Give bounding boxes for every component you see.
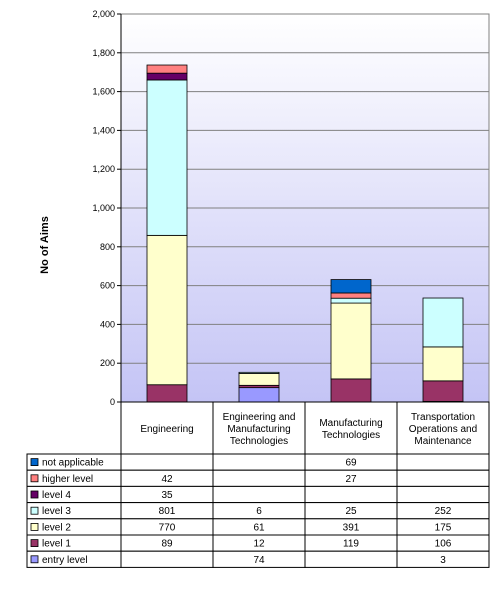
legend-label: entry level	[42, 555, 88, 566]
table-cell	[120, 453, 214, 471]
data-label: 27	[345, 474, 357, 485]
y-tick-label: 400	[100, 319, 115, 329]
category-label: Engineering and	[223, 412, 296, 423]
category-label: Technologies	[230, 436, 288, 447]
y-tick-label: 2,000	[92, 9, 115, 19]
y-tick-label: 1,400	[92, 125, 115, 135]
y-tick-label: 1,200	[92, 164, 115, 174]
table-cell	[396, 469, 490, 487]
legend-swatch	[30, 490, 39, 499]
y-tick-label: 0	[110, 397, 115, 407]
data-label: 69	[345, 458, 357, 469]
legend-swatch	[30, 458, 39, 467]
y-axis-label: No of Aims	[39, 216, 51, 274]
table-cell	[304, 550, 398, 568]
legend-swatch	[30, 506, 39, 515]
bar-segment	[422, 346, 464, 382]
legend-label: level 4	[42, 490, 71, 501]
legend-label: level 3	[42, 506, 71, 517]
legend-swatch	[30, 555, 39, 564]
data-label: 35	[161, 490, 173, 501]
bar-segment	[330, 279, 372, 294]
bar-segment	[238, 387, 280, 403]
table-cell	[212, 469, 306, 487]
legend-label: not applicable	[42, 458, 104, 469]
category-header-cell	[120, 401, 214, 455]
category-label: Manufacturing	[227, 424, 290, 435]
bar-segment	[238, 373, 280, 386]
bar-segment	[422, 380, 464, 402]
category-label: Operations and	[409, 424, 477, 435]
category-label: Technologies	[322, 430, 380, 441]
y-tick-label: 1,600	[92, 87, 115, 97]
data-label: 106	[435, 539, 452, 550]
data-label: 61	[253, 522, 265, 533]
table-cell	[396, 550, 490, 568]
bar-segment	[238, 371, 280, 374]
bar-segment	[330, 297, 372, 304]
bar-segment	[422, 297, 464, 348]
y-tick-label: 600	[100, 281, 115, 291]
y-tick-label: 200	[100, 358, 115, 368]
legend-label: level 2	[42, 522, 71, 533]
data-label: 6	[256, 506, 262, 517]
data-label: 3	[440, 555, 446, 566]
bar-segment	[330, 302, 372, 380]
data-label: 175	[435, 522, 452, 533]
category-label: Manufacturing	[319, 418, 382, 429]
table-cell	[120, 550, 214, 568]
legend-swatch	[30, 523, 39, 531]
y-tick-label: 1,000	[92, 203, 115, 213]
table-cell	[212, 485, 306, 504]
legend-label: level 1	[42, 539, 71, 550]
table-cell	[304, 485, 398, 504]
data-label: 119	[343, 539, 359, 550]
category-label: Transportation	[411, 412, 475, 423]
y-tick-label: 800	[100, 242, 115, 252]
data-label: 74	[253, 555, 265, 566]
legend-label: higher level	[42, 474, 93, 485]
legend-swatch	[30, 474, 39, 483]
data-label: 12	[253, 539, 265, 550]
data-label: 252	[435, 506, 452, 517]
data-label: 25	[345, 506, 357, 517]
category-label: Engineering	[140, 424, 193, 435]
bar-segment	[330, 378, 372, 403]
bar-segment	[146, 64, 188, 74]
bar-segment	[146, 72, 188, 81]
data-label: 770	[159, 522, 176, 533]
bar-segment	[146, 79, 188, 236]
category-label: Maintenance	[414, 436, 472, 447]
bar-segment	[146, 234, 188, 386]
data-label: 391	[343, 522, 360, 533]
legend-swatch	[30, 539, 39, 547]
data-label: 42	[161, 474, 173, 485]
table-cell	[212, 453, 306, 471]
table-cell	[396, 453, 490, 471]
data-label: 801	[159, 506, 176, 517]
bar-segment	[330, 292, 372, 299]
y-tick-label: 1,800	[92, 48, 115, 58]
bar-segment	[146, 384, 188, 403]
table-cell	[396, 485, 490, 504]
data-label: 89	[161, 539, 173, 550]
